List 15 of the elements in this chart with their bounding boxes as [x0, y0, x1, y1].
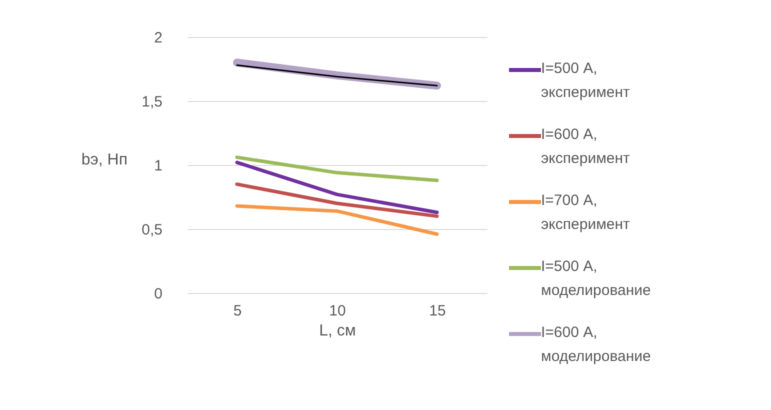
x-axis-title: L, см: [319, 322, 356, 340]
y-tick-label: 1: [154, 158, 162, 174]
y-tick-label: 0: [154, 286, 162, 302]
legend-label: I=600 А, эксперимент: [541, 126, 630, 167]
y-tick-label: 2: [154, 30, 162, 46]
legend-label: I=600 А, моделирование: [541, 324, 651, 365]
x-tick-label: 10: [329, 302, 346, 320]
y-tick-label: 0,5: [142, 222, 162, 238]
x-tick-label: 15: [429, 302, 446, 320]
y-tick-label: 1,5: [142, 94, 162, 110]
x-tick-label: 5: [233, 302, 242, 320]
y-axis-title: bэ, Нп: [81, 152, 128, 168]
legend-label: I=700 А, эксперимент: [541, 192, 630, 233]
legend-label: I=500 А, эксперимент: [541, 60, 630, 101]
legend-label: I=500 А, моделирование: [541, 258, 651, 299]
